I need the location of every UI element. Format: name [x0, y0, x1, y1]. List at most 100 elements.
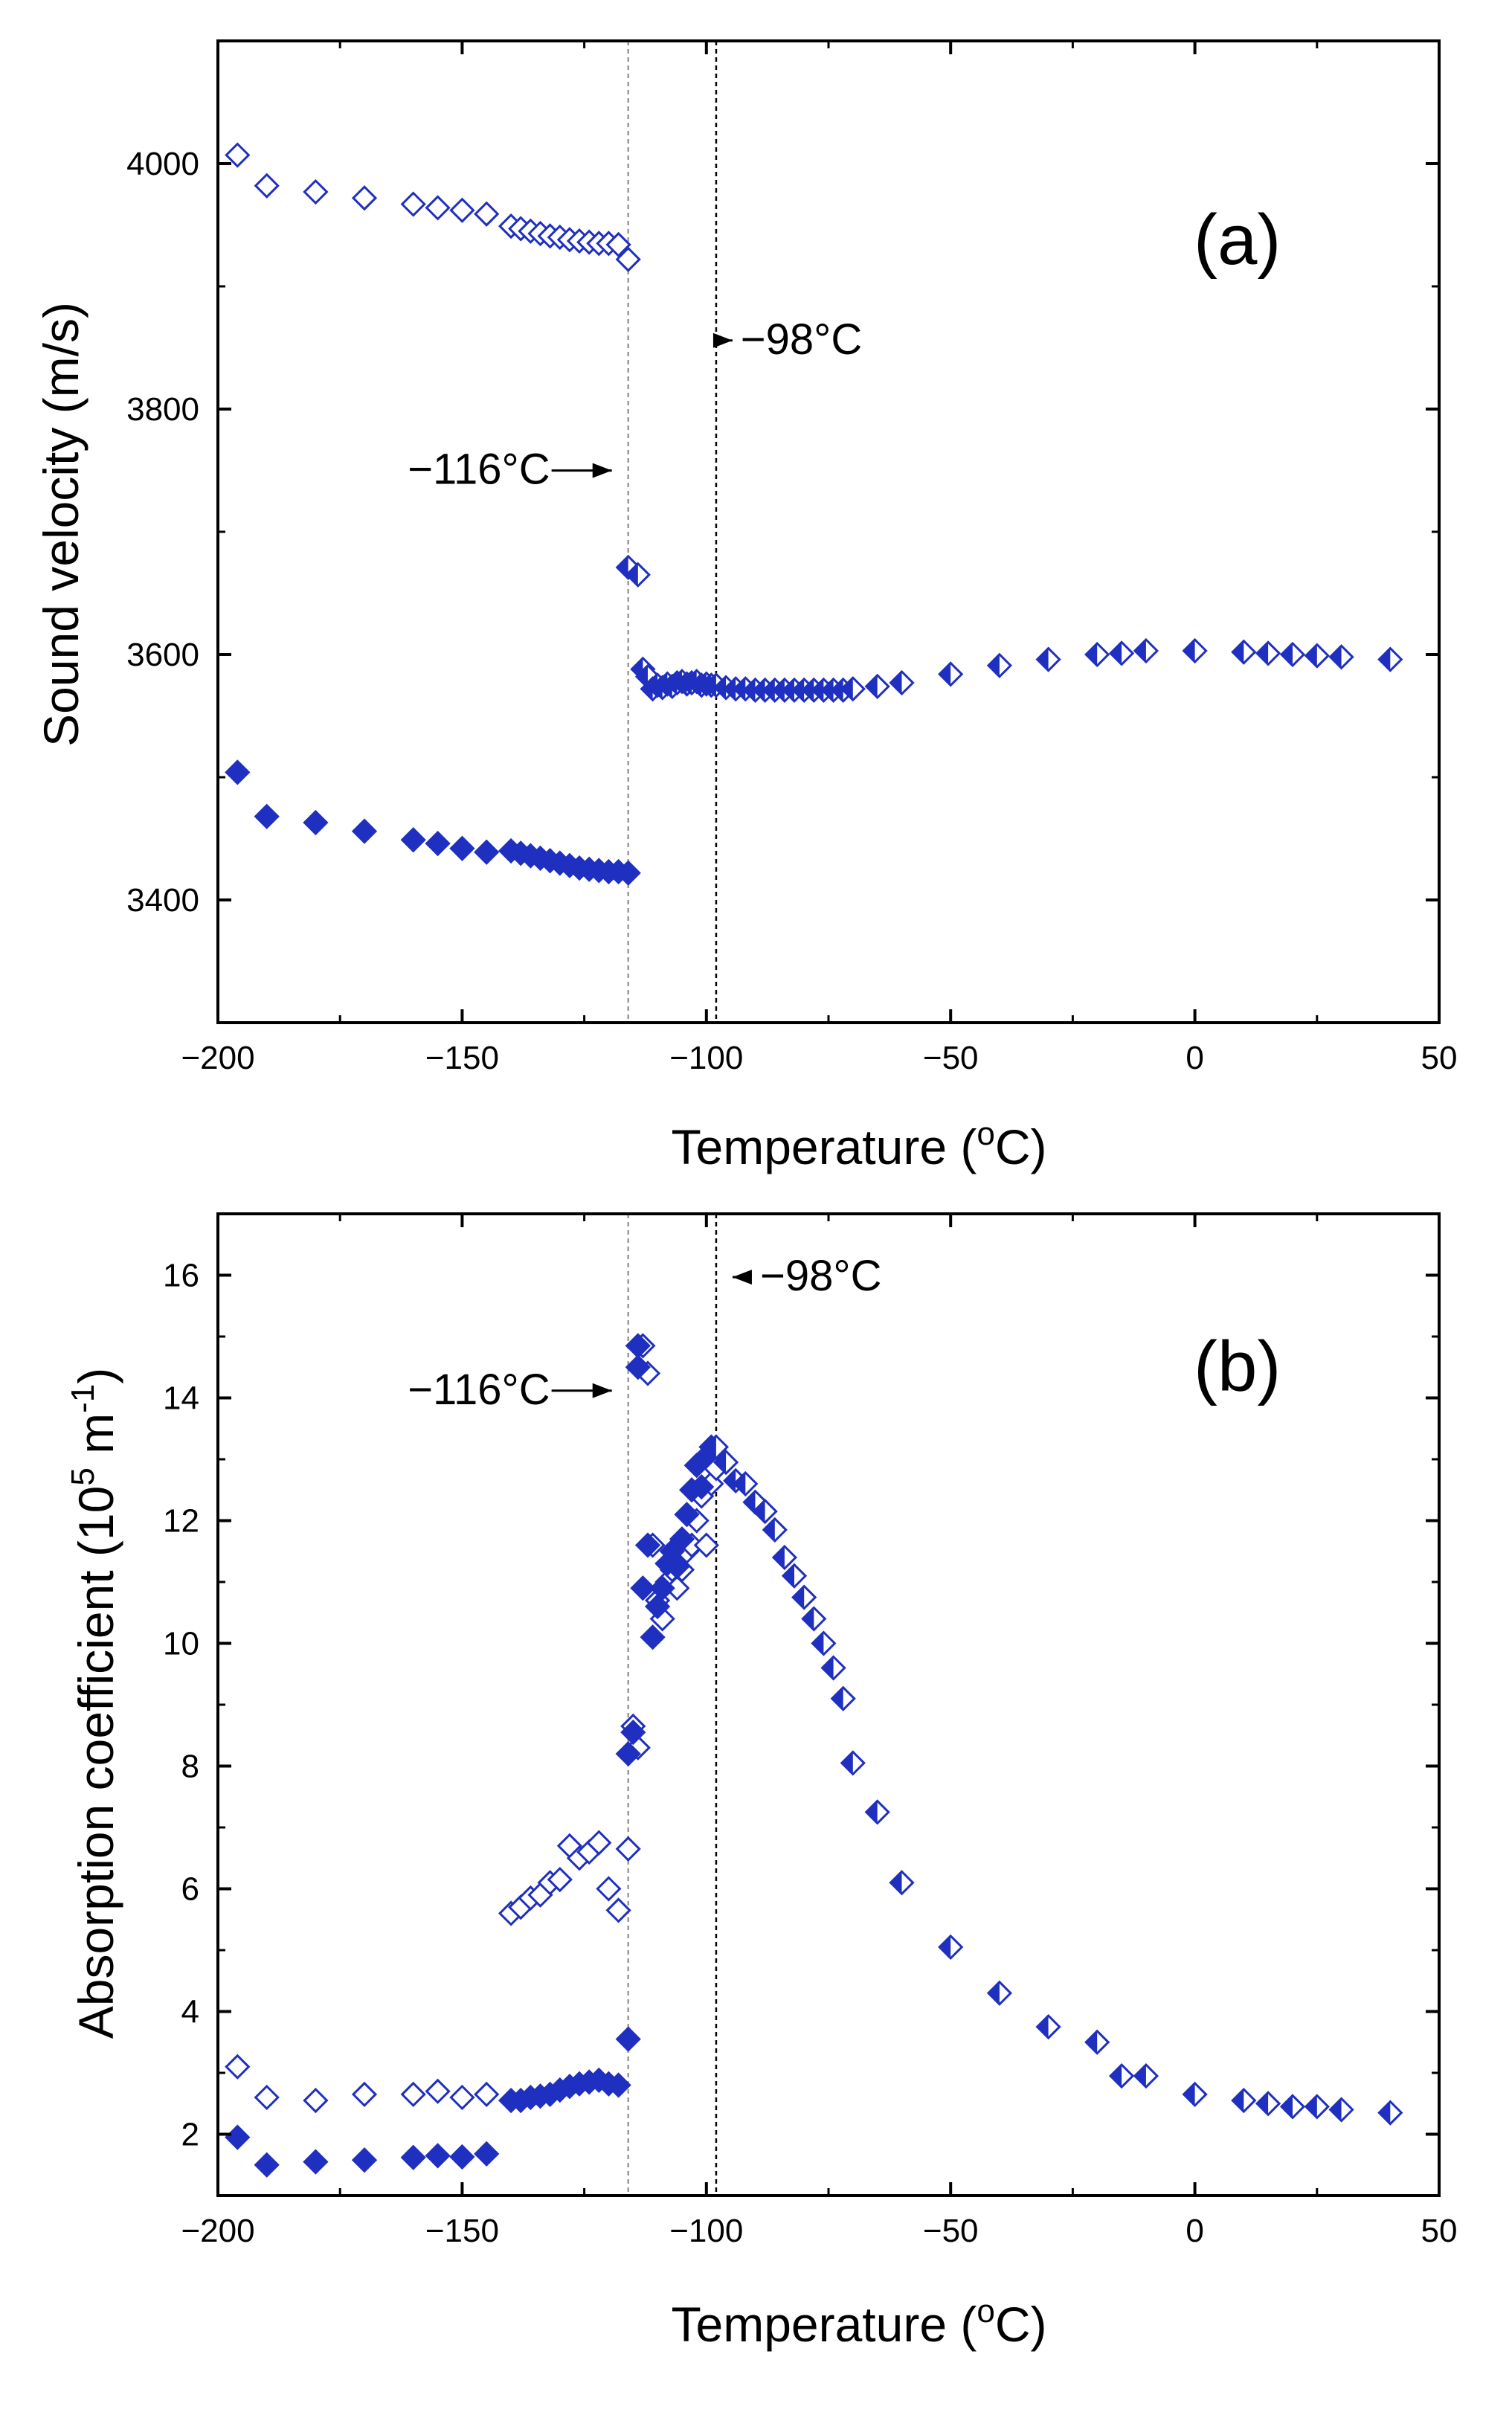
- panel-b-data-point: [644, 1593, 671, 1620]
- panel-b-data-point: [1255, 2091, 1281, 2117]
- panel-b-data-point: [1304, 2094, 1330, 2120]
- panel-a-data-point: [615, 246, 641, 272]
- panel-b-data-point: [596, 1876, 622, 1902]
- panel-b-data-point: [830, 1685, 856, 1711]
- panel-a-data-point: [938, 661, 964, 687]
- panel-b-data-point: [840, 1750, 866, 1776]
- panel-a-plot: −200 −150 −100 −50 0 50 3400 3600 3800 4000 −116°C…: [126, 39, 1458, 1076]
- panel-a-data-point: [254, 173, 280, 199]
- panel-b-data-point: [938, 1934, 964, 1961]
- panel-b-y-tick-label: 4: [181, 1994, 199, 2030]
- panel-b-annotation-arrow: [551, 1383, 612, 1398]
- panel-b-data-point: [351, 2081, 378, 2108]
- panel-b-xlabel: Temperature (oC): [672, 2293, 1047, 2352]
- panel-b-data-point: [752, 1498, 778, 1525]
- panel-b-y-tick-label: 8: [181, 1749, 199, 1785]
- panel-a-annotation-label: −98°C: [741, 315, 862, 364]
- panel-b-y-tick-label: 2: [181, 2117, 199, 2153]
- panel-b-data-point: [605, 2072, 631, 2098]
- panel-a-data-point: [1108, 640, 1135, 666]
- panel-b-data-point: [640, 1624, 666, 1650]
- panel-a-data-point: [864, 673, 890, 700]
- panel-b-data-point: [986, 1980, 1013, 2006]
- panel-b-x-tick-label: −150: [425, 2213, 499, 2249]
- panel-a-data-point: [400, 827, 426, 853]
- panel-b-data-point: [864, 1799, 890, 1825]
- panel-a-data-point: [1231, 639, 1257, 665]
- panel-b-data-point: [1279, 2094, 1306, 2120]
- panel-a-x-tick-label: −200: [181, 1040, 254, 1076]
- panel-a-data-point: [1377, 646, 1403, 672]
- panel-b-data-point: [586, 1830, 612, 1856]
- panel-b-data-point: [1328, 2097, 1354, 2123]
- panel-a-data-point: [351, 185, 378, 211]
- panel-a-data-point: [400, 191, 426, 217]
- panel-b-data-point: [351, 2147, 378, 2173]
- panel-b-data-point: [1133, 2062, 1159, 2089]
- panel-b-data-point: [689, 1473, 715, 1500]
- panel-b-x-tick-label: 0: [1186, 2213, 1203, 2249]
- panel-b-y-tick-label: 10: [163, 1626, 199, 1662]
- panel-a-data-point: [303, 809, 329, 836]
- panel-b-x-tick-label: −200: [181, 2213, 254, 2249]
- panel-a-data-point: [425, 830, 451, 857]
- panel-a-data-point: [1279, 641, 1306, 668]
- panel-b-data-point: [889, 1870, 915, 1896]
- panel-b-label: (b): [1194, 1327, 1281, 1406]
- panel-a-xlabel: Temperature (oC): [672, 1116, 1047, 1174]
- panel-a-x-tick-label: 50: [1421, 1040, 1458, 1076]
- panel-b-data-point: [1182, 2081, 1208, 2108]
- panel-b-data-point: [649, 1575, 675, 1601]
- panel-a-data-point: [474, 839, 500, 865]
- panel-a-data-point: [449, 835, 475, 861]
- panel-b-y-tick-label: 6: [181, 1871, 199, 1908]
- panel-b: −200 −150 −100 −50 0 50 2 4 6 8 10 12 14 16 −116°C −98°…: [65, 1212, 1457, 2352]
- panel-b-data-point: [425, 2143, 451, 2169]
- panel-b-x-tick-label: −50: [923, 2213, 979, 2249]
- panel-b-data-point: [791, 1584, 817, 1610]
- panel-a-data-point: [425, 195, 451, 221]
- panel-b-data-point: [1108, 2062, 1135, 2089]
- panel-b-data-point: [615, 1836, 641, 1862]
- panel-a-data-point: [615, 860, 641, 886]
- panel-a: −200 −150 −100 −50 0 50 3400 3600 3800 4000 −116°C…: [33, 39, 1458, 1174]
- panel-b-data-point: [547, 1866, 573, 1893]
- panel-a-data-point: [1328, 644, 1354, 670]
- panel-b-data-point: [1035, 2013, 1061, 2040]
- panel-b-data-point: [625, 1354, 651, 1380]
- panel-b-data-point: [303, 2087, 329, 2114]
- panel-a-data-point: [1035, 646, 1061, 672]
- panel-a-data-point: [1084, 641, 1110, 668]
- panel-b-annotation-label: −116°C: [408, 1366, 550, 1414]
- panel-b-data-point: [693, 1532, 719, 1558]
- panel-a-data-point: [1304, 643, 1330, 669]
- panel-a-data-point: [474, 201, 500, 227]
- panel-a-data-point: [986, 652, 1013, 678]
- panel-b-annotation-label: −98°C: [760, 1252, 881, 1300]
- panel-a-annotation-arrow: [712, 332, 733, 348]
- panel-a-data-point: [1133, 637, 1159, 664]
- panel-b-data-point: [703, 1434, 730, 1460]
- panel-b-ylabel: Absorption coefficient (105 m-1): [65, 1368, 123, 2039]
- panel-a-data-point: [225, 759, 251, 785]
- panel-b-data-point: [254, 2084, 280, 2111]
- panel-b-data-point: [664, 1554, 690, 1580]
- panel-b-data-point: [781, 1563, 808, 1589]
- panel-b-plot: −200 −150 −100 −50 0 50 2 4 6 8 10 12 14 16 −116°C −98°…: [163, 1212, 1457, 2249]
- panel-a-ylabel: Sound velocity (m/s): [33, 302, 89, 747]
- panel-a-data-point: [605, 231, 631, 258]
- panel-b-data-point: [449, 2144, 475, 2170]
- panel-b-data-point: [634, 1532, 661, 1558]
- panel-a-data-point: [889, 669, 915, 696]
- panel-b-data-point: [620, 1719, 646, 1746]
- panel-b-data-point: [474, 2141, 500, 2167]
- panel-b-y-tick-label: 16: [163, 1258, 199, 1294]
- panel-a-label: (a): [1194, 200, 1281, 280]
- panel-b-data-point: [1084, 2029, 1110, 2055]
- panel-b-annotation-arrow: [732, 1270, 752, 1285]
- panel-b-data-point: [811, 1630, 837, 1656]
- panel-a-data-point: [351, 818, 378, 844]
- panel-b-data-point: [225, 2124, 251, 2150]
- panel-b-data-point: [303, 2149, 329, 2175]
